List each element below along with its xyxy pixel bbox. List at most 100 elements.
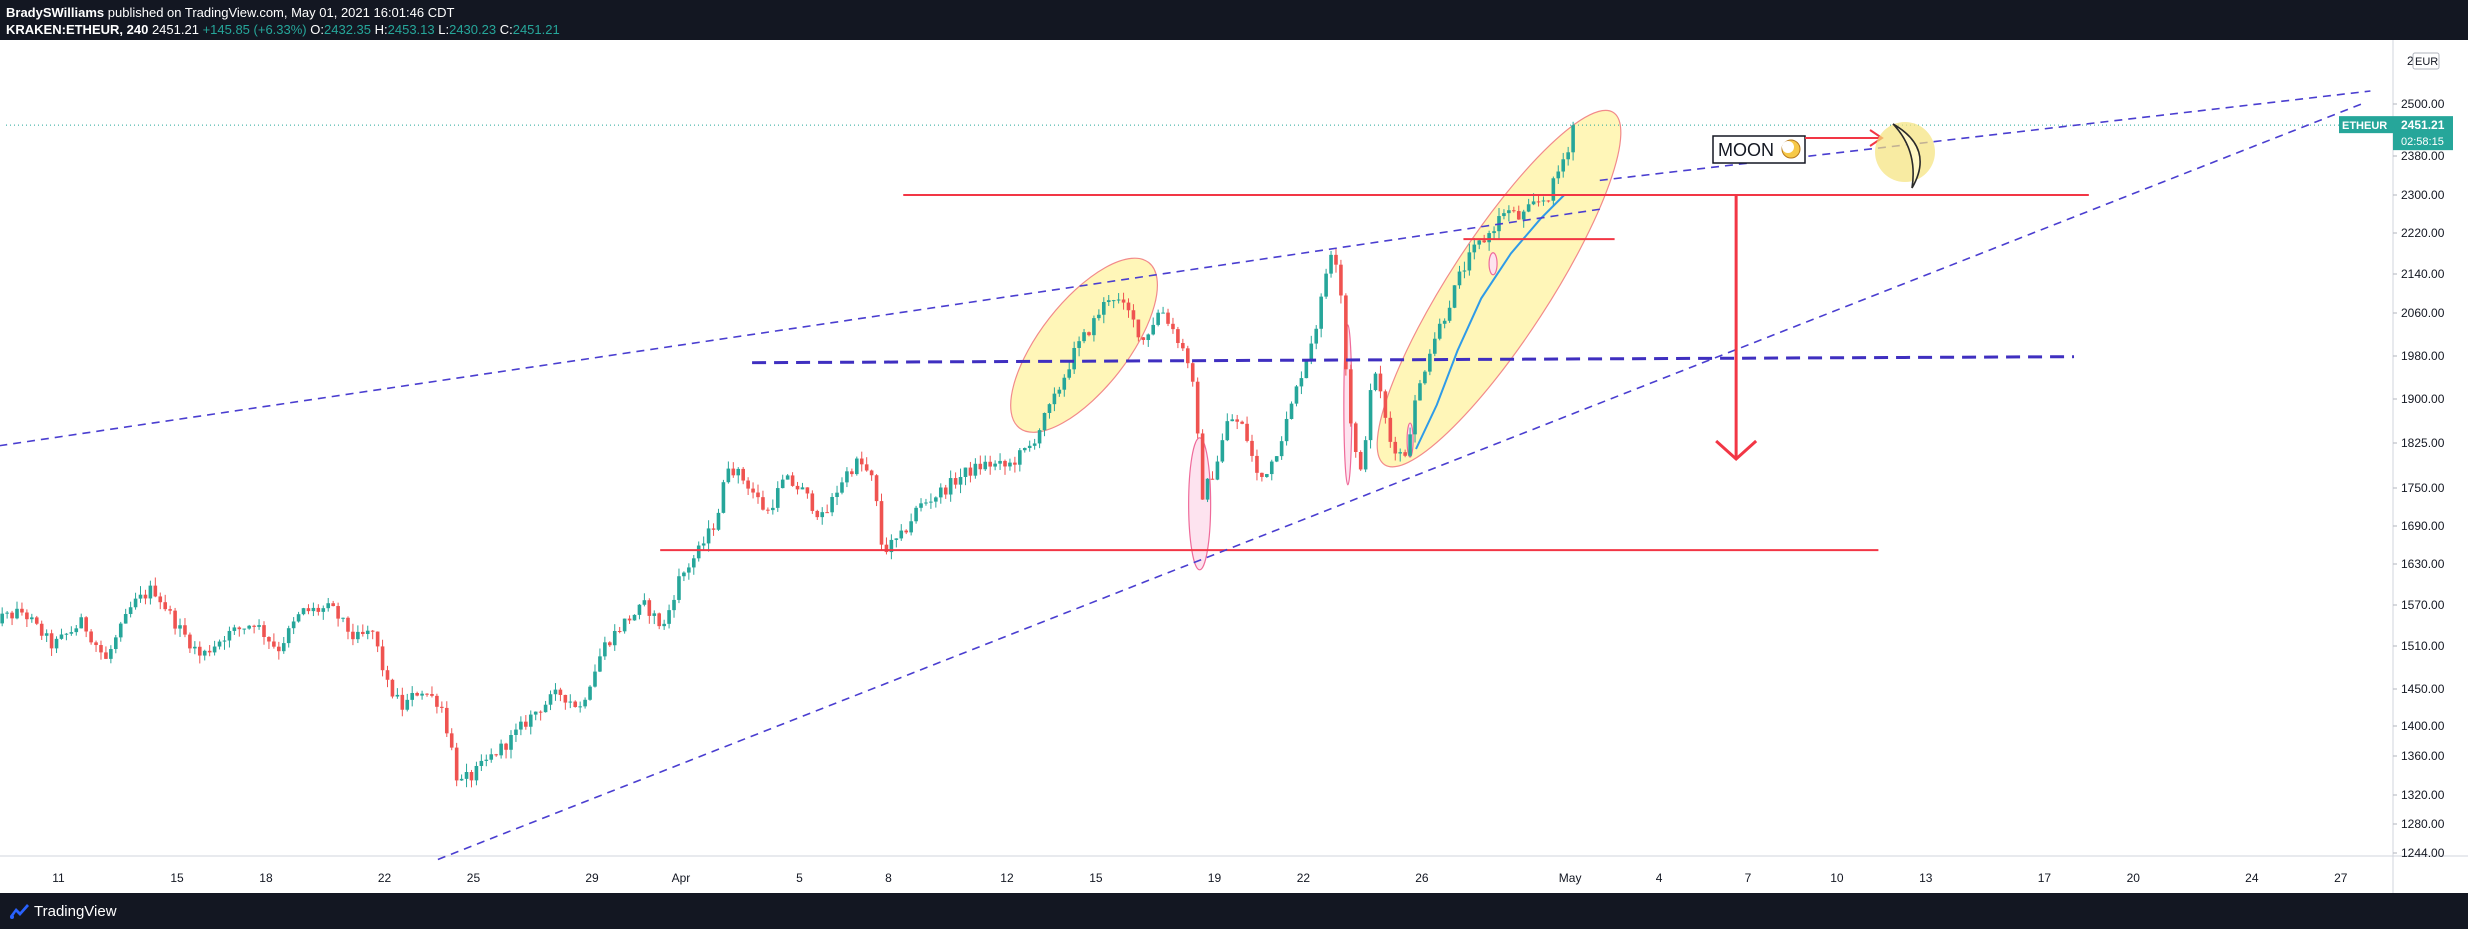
chart-area[interactable]: MOON 2500.00 2380.00 2300.00 2220.00 2140.00 2… xyxy=(0,40,2468,893)
candle xyxy=(780,474,785,489)
candle-body xyxy=(474,765,479,781)
candle-body xyxy=(642,600,647,605)
candle-body xyxy=(1566,152,1570,160)
price-chart[interactable]: MOON2500.002380.002300.002220.002140.002… xyxy=(0,40,2468,893)
candle-body xyxy=(746,480,750,489)
candle-body xyxy=(983,461,988,470)
candle-body xyxy=(94,642,98,646)
last-price-tag: 2451.21 xyxy=(2401,118,2445,132)
candle xyxy=(1571,121,1575,161)
candle-body xyxy=(326,603,331,609)
candle xyxy=(850,468,854,477)
candle-body xyxy=(1551,178,1556,201)
candle xyxy=(44,629,49,643)
candle xyxy=(1428,349,1432,376)
candle xyxy=(588,685,592,701)
candle-body xyxy=(874,475,879,502)
candle xyxy=(257,619,261,630)
candle-body xyxy=(850,471,854,475)
candle-body xyxy=(128,607,133,615)
candle-body xyxy=(400,694,405,710)
candle xyxy=(909,513,913,536)
time-tick-label: 17 xyxy=(2038,871,2052,885)
candle xyxy=(232,624,237,635)
candle xyxy=(558,687,563,702)
candle xyxy=(109,645,113,664)
candle-body xyxy=(1255,455,1259,473)
author-name[interactable]: BradySWilliams xyxy=(6,5,105,20)
candle xyxy=(761,490,765,511)
candle xyxy=(222,635,227,650)
dashed-level xyxy=(752,355,2075,365)
candle xyxy=(247,624,251,630)
candle-body xyxy=(415,693,419,696)
candle-body xyxy=(54,638,59,649)
candle-body xyxy=(1314,328,1319,344)
candle-body xyxy=(464,772,469,779)
candle-body xyxy=(687,567,691,573)
candle xyxy=(1437,318,1442,341)
candle xyxy=(1230,414,1235,422)
candle xyxy=(716,508,721,531)
candle xyxy=(632,614,637,621)
candle-body xyxy=(1561,159,1566,172)
candle-body xyxy=(1200,433,1205,500)
candle-body xyxy=(1329,254,1333,274)
candle-body xyxy=(1077,341,1081,348)
candle xyxy=(691,554,696,575)
candle-body xyxy=(49,633,54,649)
symbol-name[interactable]: KRAKEN:ETHEUR, 240 xyxy=(6,22,149,37)
candle xyxy=(869,469,874,481)
candle xyxy=(281,637,286,654)
candle xyxy=(993,460,997,471)
candle xyxy=(20,602,24,616)
candle xyxy=(277,641,281,660)
candle-body xyxy=(528,714,533,727)
candle-body xyxy=(1556,171,1561,179)
candle-body xyxy=(84,617,88,632)
price-change: +145.85 (+6.33%) xyxy=(202,22,307,37)
candle-body xyxy=(632,614,637,621)
high-value: 2453.13 xyxy=(387,22,435,37)
candle xyxy=(469,769,474,788)
candle xyxy=(524,715,528,730)
candle xyxy=(938,483,943,504)
trend-line-1 xyxy=(0,208,1600,447)
last-price: 2451.21 xyxy=(151,22,199,37)
candle-body xyxy=(598,656,602,672)
price-tick-label: 1980.00 xyxy=(2401,349,2445,363)
candle xyxy=(301,607,306,616)
candle-body xyxy=(1225,421,1230,441)
candle-body xyxy=(509,734,513,750)
candle-body xyxy=(380,646,385,671)
candle xyxy=(637,604,642,620)
candle-body xyxy=(909,521,913,533)
candle-body xyxy=(608,642,612,646)
candle-body xyxy=(889,539,894,553)
time-tick-label: 13 xyxy=(1919,871,1933,885)
candle-body xyxy=(1190,363,1195,382)
candle xyxy=(123,608,128,624)
tradingview-brand[interactable]: TradingView xyxy=(34,903,117,920)
candle-body xyxy=(603,642,607,657)
candle-body xyxy=(1413,400,1417,435)
tradingview-logo-icon[interactable] xyxy=(8,902,30,920)
candle-body xyxy=(247,625,251,629)
candle xyxy=(336,602,340,627)
candle-body xyxy=(1546,200,1551,202)
candle-body xyxy=(756,492,760,498)
candle xyxy=(74,624,79,636)
candle xyxy=(721,479,726,514)
candle xyxy=(1279,436,1284,460)
price-tick-label: 2140.00 xyxy=(2401,267,2445,281)
candle-body xyxy=(1334,254,1338,265)
candle xyxy=(504,742,508,759)
candle xyxy=(751,482,755,499)
candle xyxy=(696,541,701,562)
candle-body xyxy=(958,476,963,485)
candle xyxy=(464,763,469,788)
candle-body xyxy=(20,608,24,613)
candle-body xyxy=(207,650,212,653)
candle-body xyxy=(741,468,745,481)
candle xyxy=(583,697,587,709)
